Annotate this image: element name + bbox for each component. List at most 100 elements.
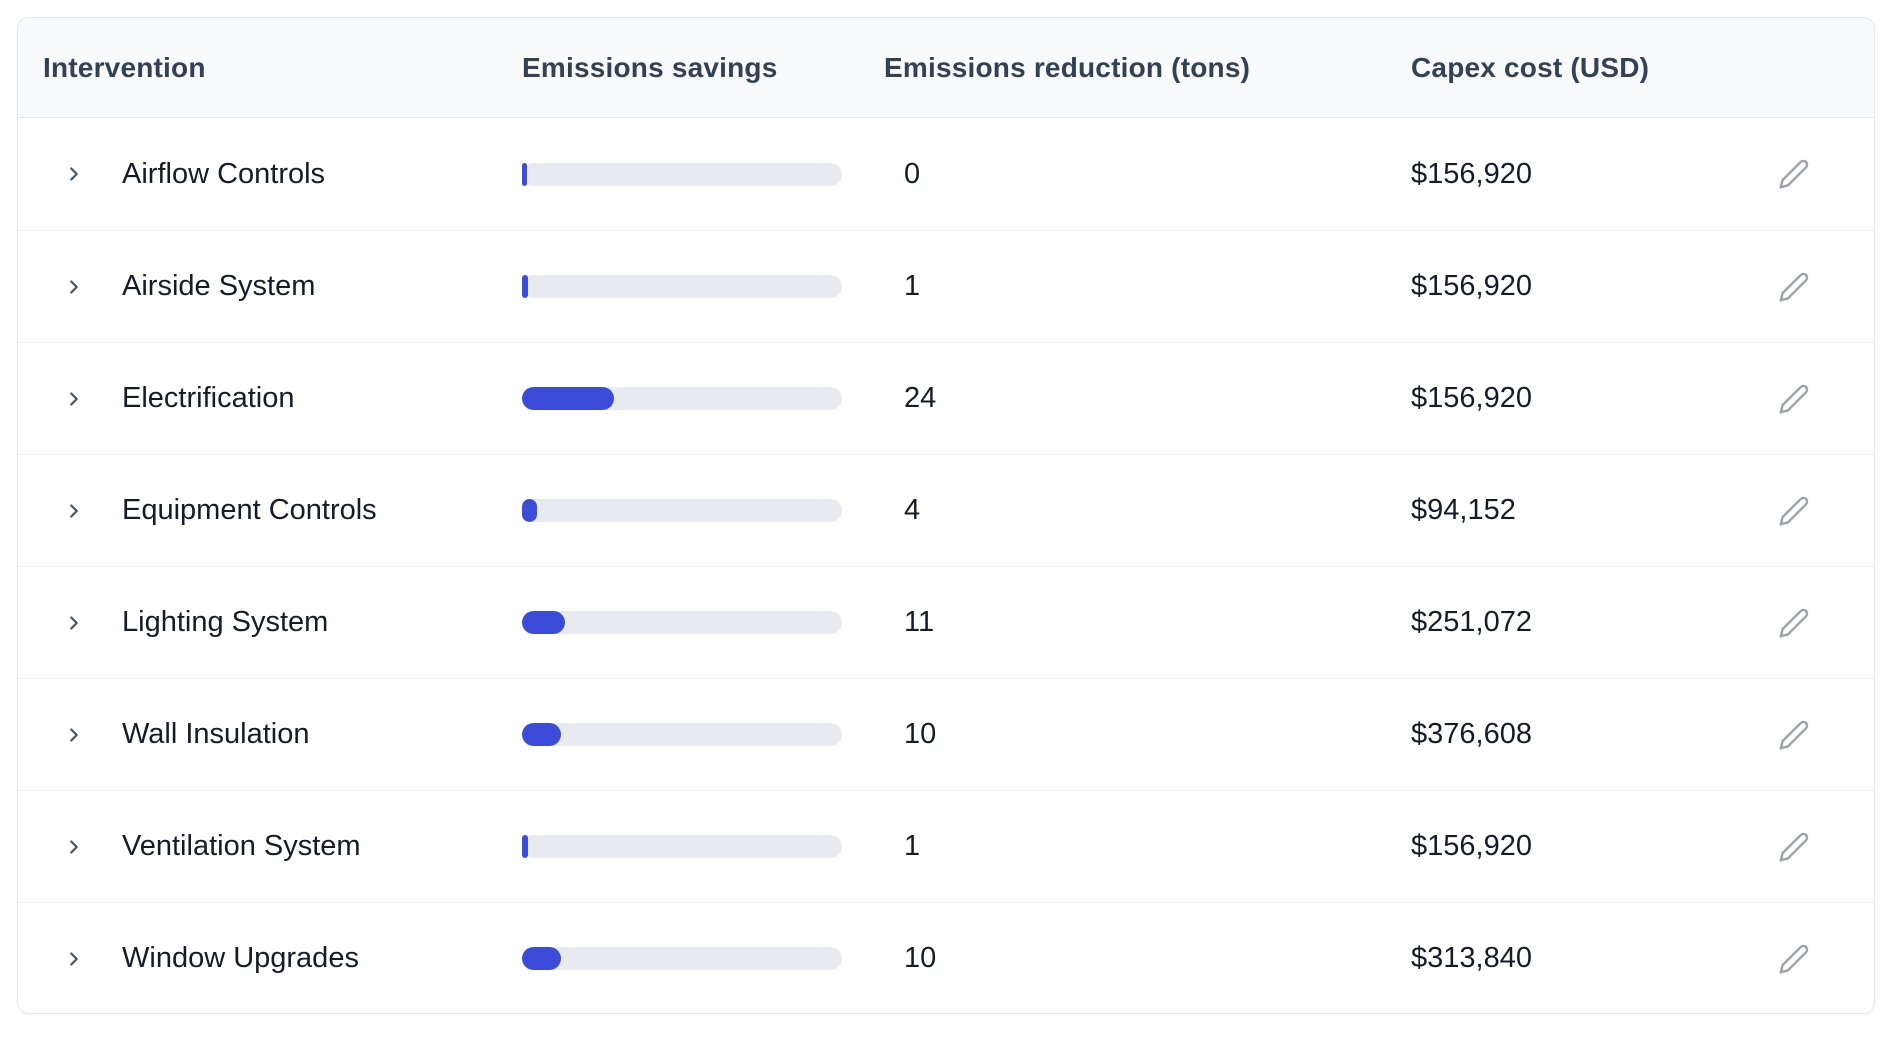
emissions-bar-fill (522, 387, 614, 410)
column-header-emissions-savings: Emissions savings (522, 51, 778, 83)
pencil-icon (1779, 608, 1809, 638)
capex-cost-value: $156,920 (1411, 830, 1532, 862)
table-row: Lighting System 11 $251,072 (18, 566, 1874, 678)
pencil-icon (1779, 944, 1809, 974)
actions-cell (1776, 941, 1874, 977)
intervention-cell: Wall Insulation (43, 718, 522, 751)
intervention-cell: Lighting System (43, 606, 522, 639)
edit-row-button[interactable] (1776, 829, 1812, 865)
chevron-right-icon (70, 279, 78, 294)
table-row: Ventilation System 1 $156,920 (18, 790, 1874, 902)
expand-row-button[interactable] (61, 274, 87, 300)
capex-cost-value: $376,608 (1411, 718, 1532, 750)
intervention-cell: Ventilation System (43, 830, 522, 863)
chevron-right-icon (70, 503, 78, 518)
edit-row-button[interactable] (1776, 269, 1812, 305)
actions-cell (1776, 717, 1874, 753)
intervention-cell: Electrification (43, 382, 522, 415)
capex-cost-value: $156,920 (1411, 157, 1532, 190)
expand-row-button[interactable] (61, 161, 87, 187)
emissions-bar-fill (522, 275, 529, 298)
column-header-emissions-reduction: Emissions reduction (tons) (884, 51, 1251, 83)
capex-cost-value: $156,920 (1411, 382, 1532, 414)
actions-cell (1776, 156, 1874, 192)
expand-row-button[interactable] (61, 722, 87, 748)
emissions-reduction-value: 4 (904, 494, 921, 526)
emissions-bar-fill (522, 723, 562, 746)
intervention-name: Airflow Controls (122, 157, 326, 190)
emissions-bar-fill (522, 947, 562, 970)
pencil-icon (1779, 272, 1809, 302)
expand-row-button[interactable] (61, 946, 87, 972)
pencil-icon (1779, 159, 1809, 189)
intervention-cell: Airside System (43, 270, 522, 303)
actions-cell (1776, 605, 1874, 641)
capex-cost-value: $251,072 (1411, 606, 1532, 638)
pencil-icon (1779, 496, 1809, 526)
table-row: Electrification 24 $156,920 (18, 342, 1874, 454)
edit-row-button[interactable] (1776, 381, 1812, 417)
actions-cell (1776, 269, 1874, 305)
emissions-reduction-value: 24 (904, 382, 937, 414)
actions-cell (1776, 829, 1874, 865)
chevron-right-icon (70, 951, 78, 966)
emissions-bar-track (522, 611, 842, 634)
chevron-right-icon (70, 167, 78, 181)
expand-row-button[interactable] (61, 386, 87, 412)
table-row: Window Upgrades 10 $313,840 (18, 902, 1874, 1013)
edit-row-button[interactable] (1776, 605, 1812, 641)
emissions-reduction-value: 0 (904, 157, 921, 190)
emissions-savings-cell (522, 499, 884, 522)
emissions-reduction-value: 10 (904, 718, 937, 750)
table-row: Equipment Controls 4 $94,152 (18, 454, 1874, 566)
column-header-capex-cost: Capex cost (USD) (1411, 51, 1650, 83)
intervention-name: Lighting System (122, 606, 329, 638)
intervention-name: Electrification (122, 382, 295, 414)
capex-cost-value: $94,152 (1411, 494, 1516, 526)
capex-cost-value: $313,840 (1411, 942, 1532, 974)
emissions-bar-track (522, 162, 842, 186)
emissions-savings-cell (522, 835, 884, 858)
pencil-icon (1779, 720, 1809, 750)
chevron-right-icon (70, 839, 78, 854)
emissions-bar-fill (522, 162, 527, 186)
emissions-reduction-value: 1 (904, 830, 921, 862)
chevron-right-icon (70, 615, 78, 630)
edit-row-button[interactable] (1776, 493, 1812, 529)
emissions-bar-fill (522, 611, 565, 634)
emissions-bar-track (522, 387, 842, 410)
actions-cell (1776, 381, 1874, 417)
actions-cell (1776, 493, 1874, 529)
emissions-savings-cell (522, 162, 884, 186)
emissions-savings-cell (522, 275, 884, 298)
intervention-cell: Airflow Controls (43, 158, 522, 191)
chevron-right-icon (70, 391, 78, 406)
intervention-cell: Equipment Controls (43, 494, 522, 527)
emissions-reduction-value: 1 (904, 270, 921, 302)
emissions-savings-cell (522, 611, 884, 634)
table-row: Airside System 1 $156,920 (18, 230, 1874, 342)
emissions-bar-track (522, 275, 842, 298)
edit-row-button[interactable] (1776, 156, 1812, 192)
expand-row-button[interactable] (61, 498, 87, 524)
table-row: Wall Insulation 10 $376,608 (18, 678, 1874, 790)
expand-row-button[interactable] (61, 834, 87, 860)
intervention-name: Equipment Controls (122, 494, 377, 526)
chevron-right-icon (70, 727, 78, 742)
table-header-row: Intervention Emissions savings Emissions… (18, 18, 1874, 118)
expand-row-button[interactable] (61, 610, 87, 636)
table-row: Airflow Controls 0 $156,920 (18, 118, 1874, 230)
capex-cost-value: $156,920 (1411, 270, 1532, 302)
interventions-table-card: Intervention Emissions savings Emissions… (17, 17, 1875, 1014)
emissions-savings-cell (522, 947, 884, 970)
emissions-bar-fill (522, 499, 538, 522)
intervention-name: Wall Insulation (122, 718, 310, 750)
column-header-intervention: Intervention (43, 51, 206, 83)
table-body: Airflow Controls 0 $156,920 Airside Syst (18, 118, 1874, 1013)
edit-row-button[interactable] (1776, 941, 1812, 977)
pencil-icon (1779, 832, 1809, 862)
intervention-name: Airside System (122, 270, 316, 302)
edit-row-button[interactable] (1776, 717, 1812, 753)
emissions-bar-track (522, 835, 842, 858)
emissions-bar-track (522, 499, 842, 522)
